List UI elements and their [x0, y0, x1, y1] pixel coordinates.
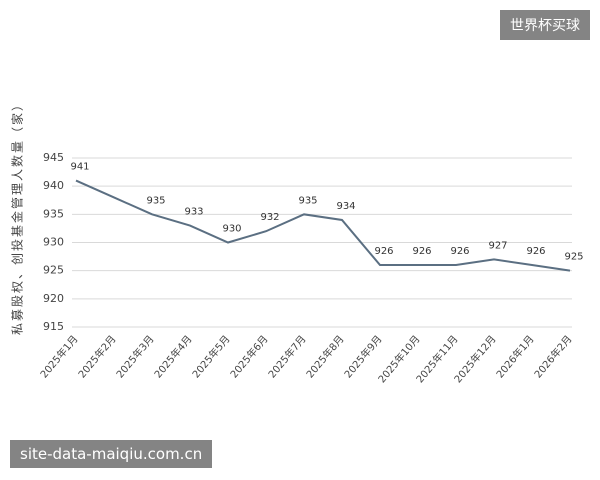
y-tick-label: 945 — [43, 151, 64, 164]
y-axis-label: 私募股权、创投基金管理人数量（家） — [10, 97, 25, 335]
x-tick-label: 2025年5月 — [189, 333, 232, 381]
data-label: 926 — [374, 246, 393, 257]
data-label: 941 — [70, 162, 89, 173]
y-tick-label: 930 — [43, 236, 64, 249]
x-tick-label: 2025年1月 — [37, 333, 80, 381]
y-tick-label: 940 — [43, 179, 64, 192]
data-label: 925 — [564, 252, 583, 263]
x-tick-label: 2025年6月 — [227, 333, 270, 381]
data-label: 935 — [298, 195, 317, 206]
x-tick-label: 2025年3月 — [113, 333, 156, 381]
x-tick-label: 2025年4月 — [151, 333, 194, 381]
x-tick-label: 2025年2月 — [75, 333, 118, 381]
y-tick-label: 925 — [43, 264, 64, 277]
data-label: 935 — [146, 195, 165, 206]
y-tick-label: 920 — [43, 292, 64, 305]
x-tick-label: 2025年7月 — [265, 333, 308, 381]
watermark: 世界杯买球 — [500, 10, 590, 40]
data-label: 926 — [412, 246, 431, 257]
x-tick-label: 2025年9月 — [341, 333, 384, 381]
data-label: 930 — [222, 224, 241, 235]
data-line — [75, 179, 571, 272]
data-label: 932 — [260, 212, 279, 223]
x-tick-label: 2025年8月 — [303, 333, 346, 381]
data-label: 934 — [336, 201, 355, 212]
x-tick-label: 2026年1月 — [493, 333, 536, 381]
x-tick-label: 2026年2月 — [531, 333, 574, 381]
y-tick-label: 915 — [43, 320, 64, 333]
data-label: 926 — [526, 246, 545, 257]
data-label: 927 — [488, 240, 507, 251]
data-label: 933 — [184, 207, 203, 218]
data-label: 926 — [450, 246, 469, 257]
y-tick-label: 935 — [43, 207, 64, 220]
watermark: site-data-maiqiu.com.cn — [10, 440, 213, 468]
